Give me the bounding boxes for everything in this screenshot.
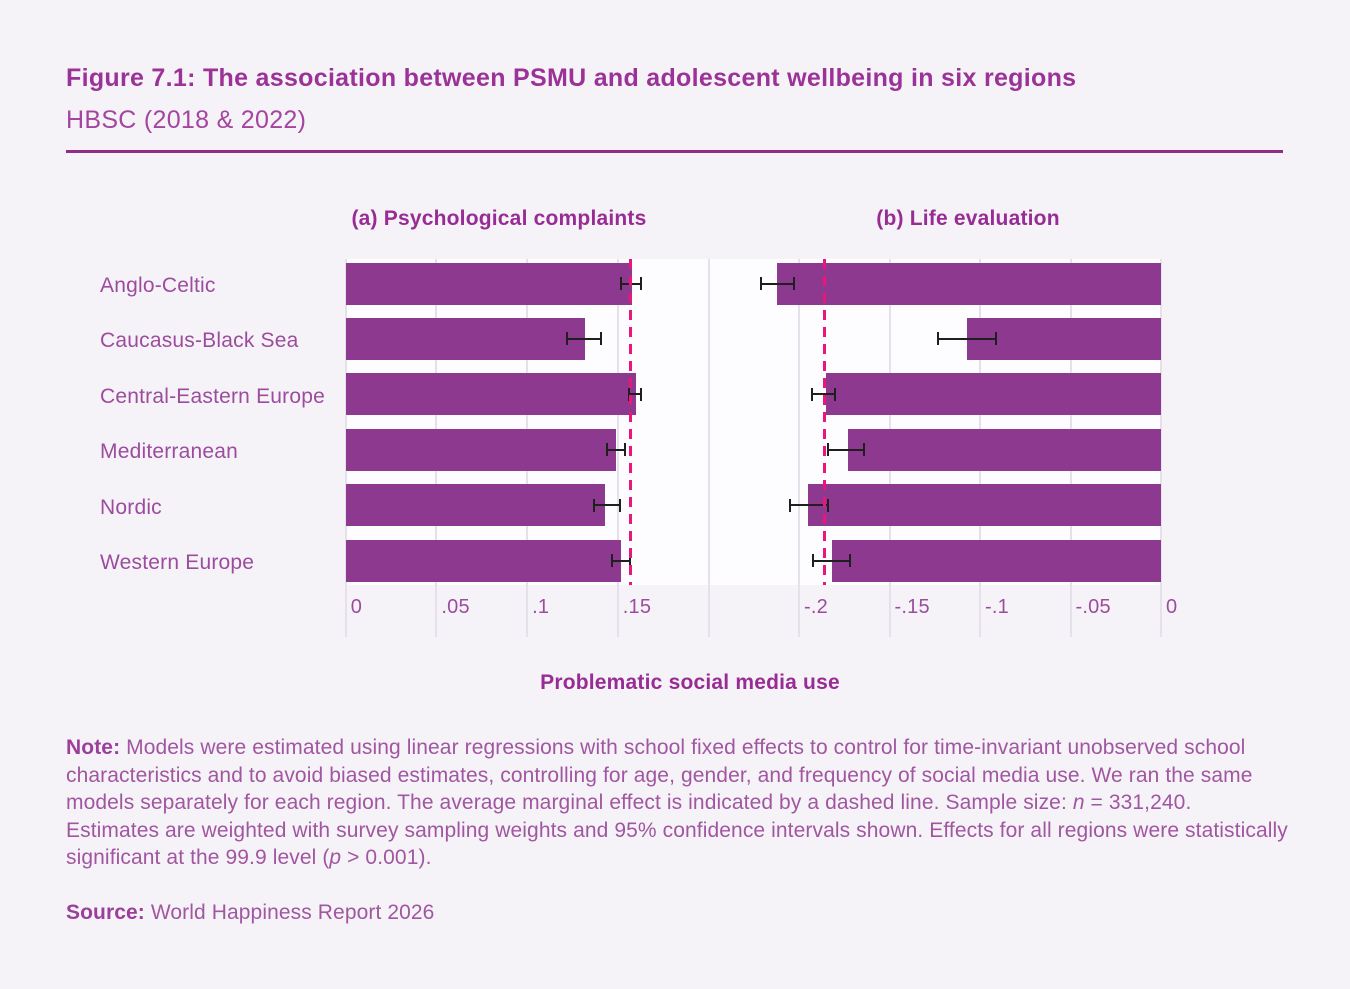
error-bar <box>628 393 642 396</box>
figure-title: Figure 7.1: The association between PSMU… <box>66 64 1077 92</box>
text-segment: Source: <box>66 901 145 924</box>
figure-subtitle: HBSC (2018 & 2022) <box>66 106 307 134</box>
error-bar-cap <box>605 443 608 457</box>
error-bar-cap <box>566 332 568 346</box>
error-bar-cap <box>937 332 940 346</box>
bar-b-1 <box>967 317 1161 360</box>
panel-b-title: (b) Life evaluation <box>876 207 1060 230</box>
x-tick-label: 0 <box>1166 596 1178 618</box>
error-bar-cap <box>826 498 829 512</box>
bar-b-2 <box>826 373 1161 416</box>
note-text: Note: Models were estimated using linear… <box>66 734 1288 872</box>
error-bar <box>789 504 828 507</box>
error-bar <box>813 559 850 562</box>
error-bar-cap <box>611 554 614 568</box>
plot-area-background <box>345 259 1161 585</box>
error-bar <box>606 448 626 451</box>
error-bar <box>567 337 602 340</box>
panel-a-title: (a) Psychological complaints <box>351 207 647 230</box>
bar-a-2 <box>345 373 636 416</box>
category-label: Caucasus-Black Sea <box>100 329 299 353</box>
bar-b-4 <box>808 484 1161 527</box>
error-bar <box>827 448 865 451</box>
bar-a-1 <box>345 317 586 360</box>
text-segment: = 331,240. Estimates are weighted with s… <box>66 791 1288 870</box>
text-segment: World Happiness Report 2026 <box>144 901 435 924</box>
x-axis-title: Problematic social media use <box>540 671 840 694</box>
gridline <box>798 259 800 637</box>
error-bar-cap <box>620 277 623 290</box>
gridline <box>1160 259 1162 637</box>
x-tick-label: .1 <box>532 596 550 618</box>
category-label: Nordic <box>100 495 162 519</box>
error-bar <box>760 282 794 285</box>
bar-a-5 <box>345 539 622 582</box>
error-bar-cap <box>600 332 603 346</box>
x-tick-label: -.2 <box>804 596 828 618</box>
x-tick-label: .05 <box>441 596 470 618</box>
error-bar-cap <box>593 498 596 512</box>
text-segment: > 0.001). <box>341 846 432 870</box>
category-label: Anglo-Celtic <box>100 274 216 297</box>
x-tick-label: .15 <box>622 596 652 618</box>
category-label: Central-Eastern Europe <box>100 384 326 408</box>
text-segment: p <box>329 846 342 870</box>
mean-dashed-line-a <box>628 259 632 585</box>
error-bar-cap <box>792 277 795 290</box>
error-bar <box>938 337 997 340</box>
x-tick-label: 0 <box>350 596 363 618</box>
error-bar-cap <box>640 387 643 401</box>
error-bar-cap <box>863 443 866 457</box>
text-segment: Note: <box>66 736 121 759</box>
error-bar-cap <box>618 498 621 512</box>
error-bar-cap <box>848 554 851 568</box>
error-bar-cap <box>810 387 813 401</box>
bar-a-4 <box>345 484 606 527</box>
error-bar-cap <box>826 443 829 457</box>
gridline <box>616 259 619 637</box>
x-tick-label: -.15 <box>894 596 930 618</box>
error-bar-cap <box>627 387 630 401</box>
x-tick-label: -.05 <box>1075 596 1111 618</box>
error-bar-cap <box>759 277 762 290</box>
error-bar-cap <box>834 387 837 401</box>
x-tick-label: -.1 <box>985 596 1009 618</box>
error-bar-cap <box>788 498 791 512</box>
error-bar-cap <box>995 332 998 346</box>
text-segment: n <box>1072 791 1085 815</box>
mean-dashed-line-b <box>822 259 826 585</box>
bar-b-3 <box>847 428 1161 471</box>
bar-a-0 <box>345 262 633 305</box>
text-segment: Models were estimated using linear regre… <box>66 736 1253 815</box>
bar-a-3 <box>345 428 616 471</box>
error-bar-cap <box>640 277 643 290</box>
gridline <box>707 259 710 637</box>
bar-b-5 <box>831 539 1161 582</box>
category-label: Mediterranean <box>100 440 239 464</box>
error-bar-cap <box>812 554 815 568</box>
error-bar <box>612 559 631 562</box>
title-divider <box>66 150 1283 153</box>
bar-b-0 <box>777 262 1161 305</box>
category-label: Western Europe <box>100 551 255 575</box>
source-text: Source: World Happiness Report 2026 <box>66 901 1288 925</box>
error-bar <box>594 504 620 507</box>
error-bar-cap <box>624 443 627 457</box>
